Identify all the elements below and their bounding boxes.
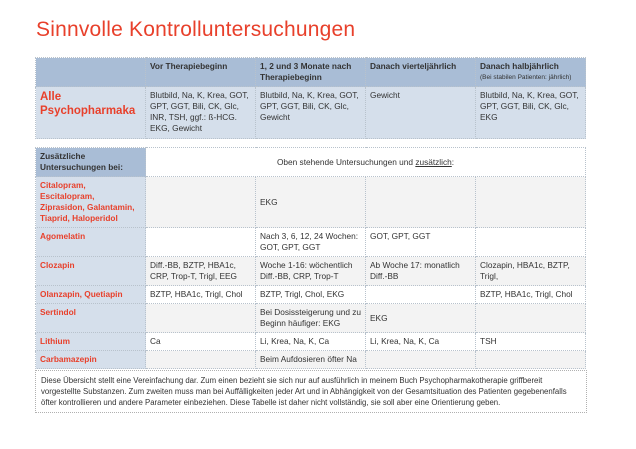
table-cell: BZTP, HBA1c, Trigl, Chol [474, 285, 587, 304]
table-cell [365, 285, 476, 304]
header-cell: Danach vierteljährlich [365, 57, 476, 87]
table-cell [365, 350, 476, 369]
header-suffix: : [451, 156, 455, 167]
table-cell [145, 176, 256, 228]
header-underlined: zusätzlich [415, 156, 452, 167]
header-cell: Danach halbjährlich (Bei stabilen Patient… [475, 57, 586, 87]
table-cell: EKG [255, 176, 366, 228]
table-cell: Ab Woche 17: monatlich Diff.-BB [365, 256, 476, 286]
table-row: Lithium Ca Li, Krea, Na, K, Ca Li, Krea, Na… [35, 332, 587, 351]
header-cell [35, 57, 146, 87]
row-label: Citalopram, Escitalopram, Ziprasidon, Ga… [35, 176, 146, 228]
header-cell: 1, 2 und 3 Monate nach Therapiebeginn [255, 57, 366, 87]
table-cell: Beim Aufdosieren öfter Na [255, 350, 366, 369]
table-cell [145, 350, 256, 369]
header-cell: Vor Therapiebeginn [145, 57, 256, 87]
table-cell [365, 176, 476, 228]
table-cell [474, 227, 587, 257]
row-label: Alle Psychopharmaka [35, 86, 146, 139]
table-cell: Blutbild, Na, K, Krea, GOT, GPT, GGT, Bi… [145, 86, 256, 139]
table-row: Olanzapin, Quetiapin BZTP, HBA1c, Trigl, … [35, 285, 587, 304]
table-row: Citalopram, Escitalopram, Ziprasidon, Ga… [35, 176, 587, 228]
table-cell: Woche 1-16: wöchentlich Diff.-BB, CRP, T… [255, 256, 366, 286]
table-row: Carbamazepin Beim Aufdosieren öfter Na [35, 350, 587, 369]
table-cell [145, 227, 256, 257]
table-cell: EKG [365, 303, 476, 333]
table-cell [474, 303, 587, 333]
table-cell: BZTP, HBA1c, Trigl, Chol [145, 285, 256, 304]
table-cell: Clozapin, HBA1c, BZTP, Trigl, [474, 256, 587, 286]
row-label: Lithium [35, 332, 146, 351]
row-label: Clozapin [35, 256, 146, 286]
table-cell [474, 350, 587, 369]
table-cell: Li, Krea, Na, K, Ca [255, 332, 366, 351]
row-label: Sertindol [35, 303, 146, 333]
table-row: Clozapin Diff.-BB, BZTP, HBA1c, CRP, Trop… [35, 256, 587, 286]
table-cell: Ca [145, 332, 256, 351]
table-row: Alle Psychopharmaka Blutbild, Na, K, Kre… [35, 86, 586, 139]
header-row: Zusätzliche Untersuchungen bei: Oben ste… [35, 147, 587, 177]
header-row: Vor Therapiebeginn 1, 2 und 3 Monate nac… [35, 57, 586, 87]
page-title: Sinnvolle Kontrolluntersuchungen [36, 18, 356, 41]
table-cell [145, 303, 256, 333]
base-exam-table: Vor Therapiebeginn 1, 2 und 3 Monate nac… [35, 57, 586, 139]
table-cell: Blutbild, Na, K, Krea, GOT, GPT, GGT, Bi… [475, 86, 586, 139]
table-row: Agomelatin Nach 3, 6, 12, 24 Wochen: GOT,… [35, 227, 587, 257]
table-cell: Nach 3, 6, 12, 24 Wochen: GOT, GPT, GGT [255, 227, 366, 257]
row-label: Olanzapin, Quetiapin [35, 285, 146, 304]
table-cell: BZTP, Trigl, Chol, EKG [255, 285, 366, 304]
additional-exam-table: Zusätzliche Untersuchungen bei: Oben ste… [35, 147, 587, 369]
table-cell: Diff.-BB, BZTP, HBA1c, CRP, Trop-T, Trig… [145, 256, 256, 286]
row-label: Carbamazepin [35, 350, 146, 369]
table-cell: Gewicht [365, 86, 476, 139]
table-cell [474, 176, 587, 228]
row-label: Agomelatin [35, 227, 146, 257]
table-cell: Bei Dosissteigerung und zu Beginn häufig… [255, 303, 366, 333]
table-cell: GOT, GPT, GGT [365, 227, 476, 257]
header-span-cell: Oben stehende Untersuchungen und zusätzl… [144, 147, 587, 177]
table-cell: TSH [474, 332, 587, 351]
table-cell: Li, Krea, Na, K, Ca [365, 332, 476, 351]
header-cell: Zusätzliche Untersuchungen bei: [35, 147, 146, 177]
table-row: Sertindol Bei Dosissteigerung und zu Begi… [35, 303, 587, 333]
header-note: (Bei stabilen Patienten: jährlich) [480, 74, 572, 81]
header-label: Danach halbjährlich [480, 61, 559, 71]
header-text: Oben stehende Untersuchungen und [276, 156, 416, 167]
table-cell: Blutbild, Na, K, Krea, GOT, GPT, GGT, Bi… [255, 86, 366, 139]
disclaimer-note: Diese Übersicht stellt eine Vereinfachun… [35, 370, 587, 413]
